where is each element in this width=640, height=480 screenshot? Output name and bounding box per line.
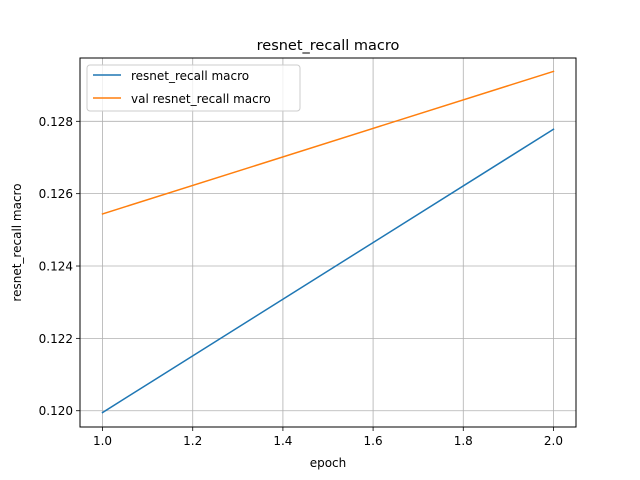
- legend: resnet_recall macro val resnet_recall ma…: [86, 64, 301, 112]
- y-tick-label: 0.126: [39, 187, 73, 201]
- legend-label-train: resnet_recall macro: [131, 69, 249, 83]
- chart-title: resnet_recall macro: [257, 38, 400, 54]
- y-tick-label: 0.124: [39, 260, 73, 274]
- series-line-1: [101, 70, 555, 215]
- series-line-0: [101, 128, 555, 414]
- x-tick-label: 1.2: [183, 434, 202, 448]
- x-axis-label: epoch: [310, 456, 347, 470]
- x-tick-label: 1.4: [273, 434, 292, 448]
- x-axis-ticks: 1.0 1.2 1.4 1.6 1.8 2.0: [93, 427, 563, 448]
- legend-box: [86, 64, 301, 112]
- x-tick-label: 1.6: [364, 434, 383, 448]
- x-tick-label: 1.8: [454, 434, 473, 448]
- x-tick-label: 2.0: [544, 434, 563, 448]
- plot-frame: [79, 57, 577, 428]
- y-tick-label: 0.122: [39, 332, 73, 346]
- legend-label-val: val resnet_recall macro: [131, 92, 271, 106]
- y-axis-label: resnet_recall macro: [10, 183, 24, 301]
- y-tick-label: 0.120: [39, 404, 73, 418]
- series-lines: [101, 70, 555, 414]
- grid: [80, 58, 576, 427]
- y-tick-label: 0.128: [39, 115, 73, 129]
- x-tick-label: 1.0: [93, 434, 112, 448]
- y-axis-ticks: 0.120 0.122 0.124 0.126 0.128: [39, 115, 80, 418]
